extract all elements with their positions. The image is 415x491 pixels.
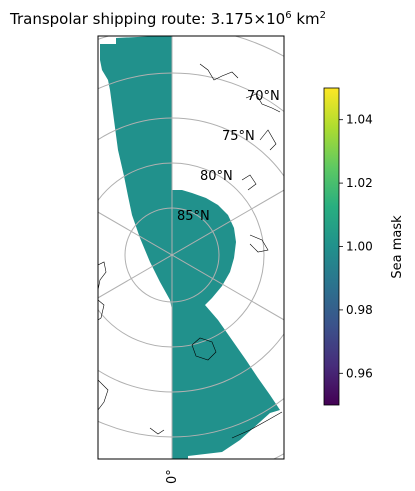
colorbar-tick-label: 1.02: [346, 176, 373, 190]
lon-label-0: 0°: [165, 469, 180, 484]
lat-label-75: 75°N: [222, 129, 255, 144]
chart-title: Transpolar shipping route: 3.175×106 km2: [9, 10, 326, 28]
lat-label-70: 70°N: [247, 89, 280, 104]
map-frame: [97, 35, 285, 460]
colorbar-tick-label: 1.00: [346, 240, 373, 254]
colorbar: 0.96 0.98 1.00 1.02 1.04 Sea mask: [323, 87, 405, 406]
longitude-gridlines: [98, 36, 284, 459]
colorbar-ticks: 0.96 0.98 1.00 1.02 1.04: [339, 113, 373, 380]
colorbar-label: Sea mask: [390, 215, 405, 279]
colorbar-tick-label: 0.98: [346, 303, 373, 317]
latitude-labels: 70°N 75°N 80°N 85°N: [177, 89, 280, 224]
lat-label-80: 80°N: [200, 169, 233, 184]
coastlines: [98, 63, 283, 439]
lat-label-85: 85°N: [177, 209, 210, 224]
route-mask: [100, 36, 280, 459]
colorbar-tick-label: 0.96: [346, 366, 373, 380]
colorbar-gradient: [323, 87, 340, 406]
colorbar-tick-label: 1.04: [346, 113, 373, 127]
map-area: [98, 36, 284, 459]
